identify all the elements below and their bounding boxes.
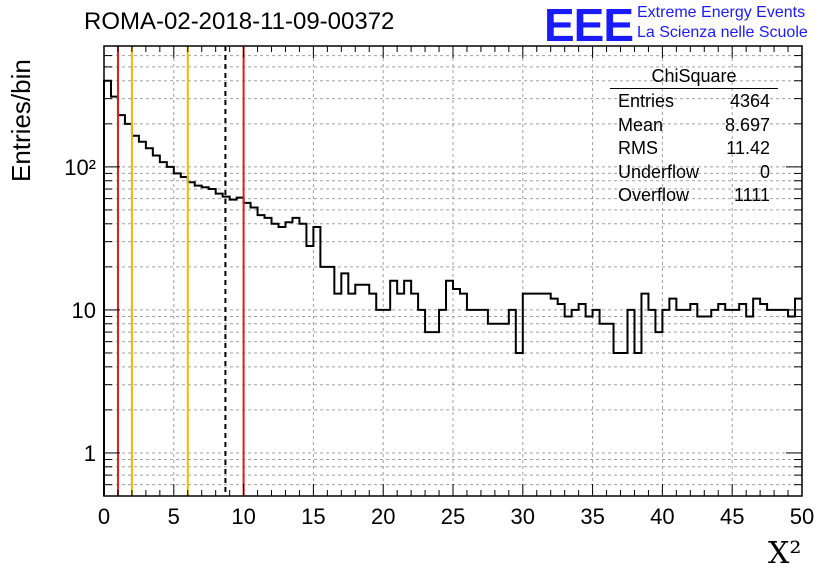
y-tick-label: 1 [84, 441, 96, 466]
stats-row-rms: RMS 11.42 [610, 138, 778, 162]
logo-line-2: La Scienza nelle Scuole [637, 24, 808, 41]
stats-title: ChiSquare [610, 66, 778, 89]
stats-label: Overflow [618, 185, 690, 205]
histogram-series [103, 79, 802, 496]
x-tick-label: 5 [168, 504, 180, 529]
stats-value: 1111 [733, 185, 770, 205]
stats-row-underflow: Underflow 0 [610, 162, 778, 186]
x-tick-label: 30 [511, 504, 535, 529]
x-tick-label: 20 [371, 504, 395, 529]
eee-logo: EEE [544, 0, 634, 51]
x-tick-label: 25 [441, 504, 465, 529]
x-tick-label: 35 [580, 504, 604, 529]
stats-box: ChiSquare Entries 4364 Mean 8.697 RMS 11… [610, 66, 778, 209]
y-tick-label: 10² [64, 155, 96, 180]
stats-value: 0 [759, 161, 770, 182]
logo-line-1: Extreme Energy Events [637, 4, 806, 21]
x-tick-label: 10 [231, 504, 255, 529]
x-tick-label: 50 [790, 504, 814, 529]
stats-label: RMS [618, 138, 658, 158]
x-tick-label: 0 [98, 504, 110, 529]
stats-row-entries: Entries 4364 [610, 91, 778, 115]
stats-row-overflow: Overflow 1111 [610, 185, 778, 209]
y-axis-label: Entries/bin [6, 59, 36, 182]
x-tick-label: 45 [720, 504, 744, 529]
stats-row-mean: Mean 8.697 [610, 115, 778, 139]
x-tick-label: 40 [650, 504, 674, 529]
y-tick-label: 10 [72, 298, 96, 323]
stats-label: Underflow [618, 161, 700, 182]
stats-label: Mean [618, 114, 664, 135]
x-axis-label: X² [768, 536, 802, 571]
stats-value: 4364 [729, 91, 770, 111]
run-title: ROMA-02-2018-11-09-00372 [84, 8, 395, 35]
stats-label: Entries [618, 91, 675, 111]
x-tick-label: 15 [301, 504, 325, 529]
stats-value: 11.42 [726, 138, 770, 158]
stats-value: 8.697 [724, 114, 770, 135]
